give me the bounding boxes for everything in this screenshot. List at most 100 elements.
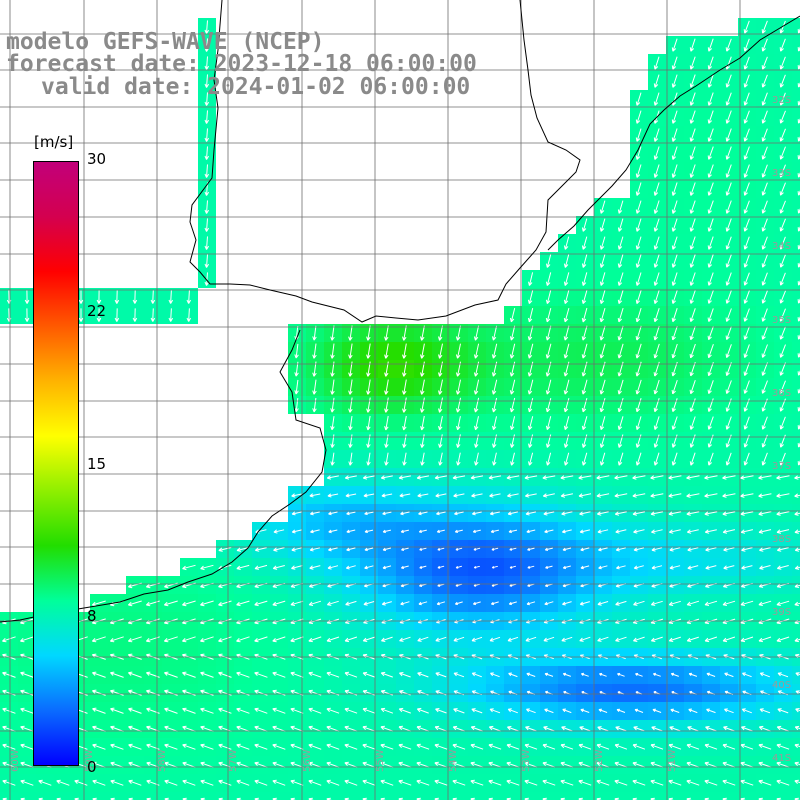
wind-arrow xyxy=(2,671,16,678)
wind-arrow xyxy=(543,511,555,516)
wind-arrow xyxy=(779,56,786,70)
wind-arrow xyxy=(344,797,350,800)
wind-arrow xyxy=(326,689,340,696)
wind-arrow xyxy=(362,761,376,768)
wind-arrow xyxy=(345,493,357,498)
wind-arrow xyxy=(725,380,732,394)
wind-arrow xyxy=(489,636,501,642)
wind-arrow xyxy=(204,74,210,88)
wind-arrow xyxy=(758,493,772,498)
wind-arrow xyxy=(635,182,642,196)
wind-arrow xyxy=(416,725,430,732)
wind-arrow xyxy=(454,511,464,516)
wind-arrow xyxy=(705,565,717,570)
wind-arrow xyxy=(236,779,250,786)
wind-arrow xyxy=(723,726,735,732)
wind-arrow xyxy=(384,343,389,359)
wind-arrow xyxy=(581,325,588,341)
wind-cell xyxy=(792,342,800,360)
wind-arrow xyxy=(200,725,214,732)
wind-arrow xyxy=(615,636,627,642)
wind-arrow xyxy=(689,56,696,70)
wind-arrow xyxy=(632,743,646,750)
wind-arrow xyxy=(507,726,519,732)
wind-arrow xyxy=(200,600,214,607)
wind-arrow xyxy=(218,797,224,800)
wind-arrow xyxy=(707,74,714,88)
wind-arrow xyxy=(254,725,268,732)
wind-cell xyxy=(792,306,800,324)
wind-arrow xyxy=(164,707,178,714)
wind-arrow xyxy=(725,272,732,286)
wind-arrow xyxy=(489,708,501,714)
wind-arrow xyxy=(507,636,519,642)
longitude-labels: 60W 59W 58W 57W 56W 55W 54W 53W 52W 51W xyxy=(10,749,678,772)
wind-arrow xyxy=(490,672,500,678)
wind-arrow xyxy=(366,325,371,341)
wind-arrow xyxy=(686,511,700,516)
wind-cell xyxy=(702,792,720,800)
wind-arrow xyxy=(110,707,124,714)
wind-arrow xyxy=(380,725,394,732)
wind-arrow xyxy=(797,172,800,178)
wind-arrow xyxy=(362,475,375,480)
wind-arrow xyxy=(563,325,570,341)
wind-cell xyxy=(396,792,414,800)
wind-arrow xyxy=(671,110,678,124)
wind-cell xyxy=(792,702,800,720)
wind-arrow xyxy=(779,272,786,286)
wind-arrow xyxy=(330,397,335,413)
wind-arrow xyxy=(761,416,768,430)
wind-arrow xyxy=(686,529,699,534)
wind-arrow xyxy=(563,254,570,268)
wind-arrow xyxy=(526,672,536,677)
wind-arrow xyxy=(488,761,502,768)
wind-arrow xyxy=(470,475,484,480)
wind-arrow xyxy=(419,565,427,569)
wind-arrow xyxy=(544,708,554,714)
wind-arrow xyxy=(236,564,250,570)
wind-cell xyxy=(108,792,126,800)
wind-arrow xyxy=(797,442,800,448)
wind-arrow xyxy=(78,308,84,322)
wind-arrow xyxy=(218,671,232,678)
wind-arrow xyxy=(128,689,142,696)
wind-arrow xyxy=(761,200,768,214)
wind-cell xyxy=(792,36,800,54)
latitude-labels: 32S 33S 34S 35S 36S 37S 38S 39S 40S 41S xyxy=(772,95,791,764)
wind-arrow xyxy=(761,362,768,376)
wind-arrow xyxy=(453,708,465,714)
wind-arrow xyxy=(779,128,786,142)
wind-arrow xyxy=(653,290,660,304)
wind-arrow xyxy=(471,708,483,714)
wind-arrow xyxy=(366,452,371,466)
wind-cell xyxy=(792,378,800,396)
wind-arrow xyxy=(776,636,790,643)
wind-arrow xyxy=(168,308,174,322)
wind-arrow xyxy=(182,689,196,696)
wind-arrow xyxy=(743,452,750,466)
wind-arrow xyxy=(344,707,358,714)
wind-arrow xyxy=(794,743,800,749)
wind-arrow xyxy=(722,743,736,750)
wind-arrow xyxy=(743,272,750,286)
wind-arrow xyxy=(617,416,624,431)
wind-arrow xyxy=(599,325,606,341)
wind-arrow xyxy=(524,475,538,480)
wind-arrow xyxy=(777,672,789,678)
wind-arrow xyxy=(580,672,589,677)
wind-arrow xyxy=(779,218,786,232)
wind-arrow xyxy=(236,600,250,607)
wind-arrow xyxy=(92,779,106,786)
wind-arrow xyxy=(635,110,642,124)
wind-arrow xyxy=(722,529,736,534)
wind-arrow xyxy=(725,254,732,268)
wind-arrow xyxy=(272,689,286,696)
wind-arrow xyxy=(761,56,768,70)
wind-arrow xyxy=(794,601,800,607)
wind-arrow xyxy=(204,164,210,178)
wind-arrow xyxy=(579,601,590,606)
wind-arrow xyxy=(707,380,714,395)
wind-arrow xyxy=(668,600,681,606)
wind-arrow xyxy=(527,325,534,341)
